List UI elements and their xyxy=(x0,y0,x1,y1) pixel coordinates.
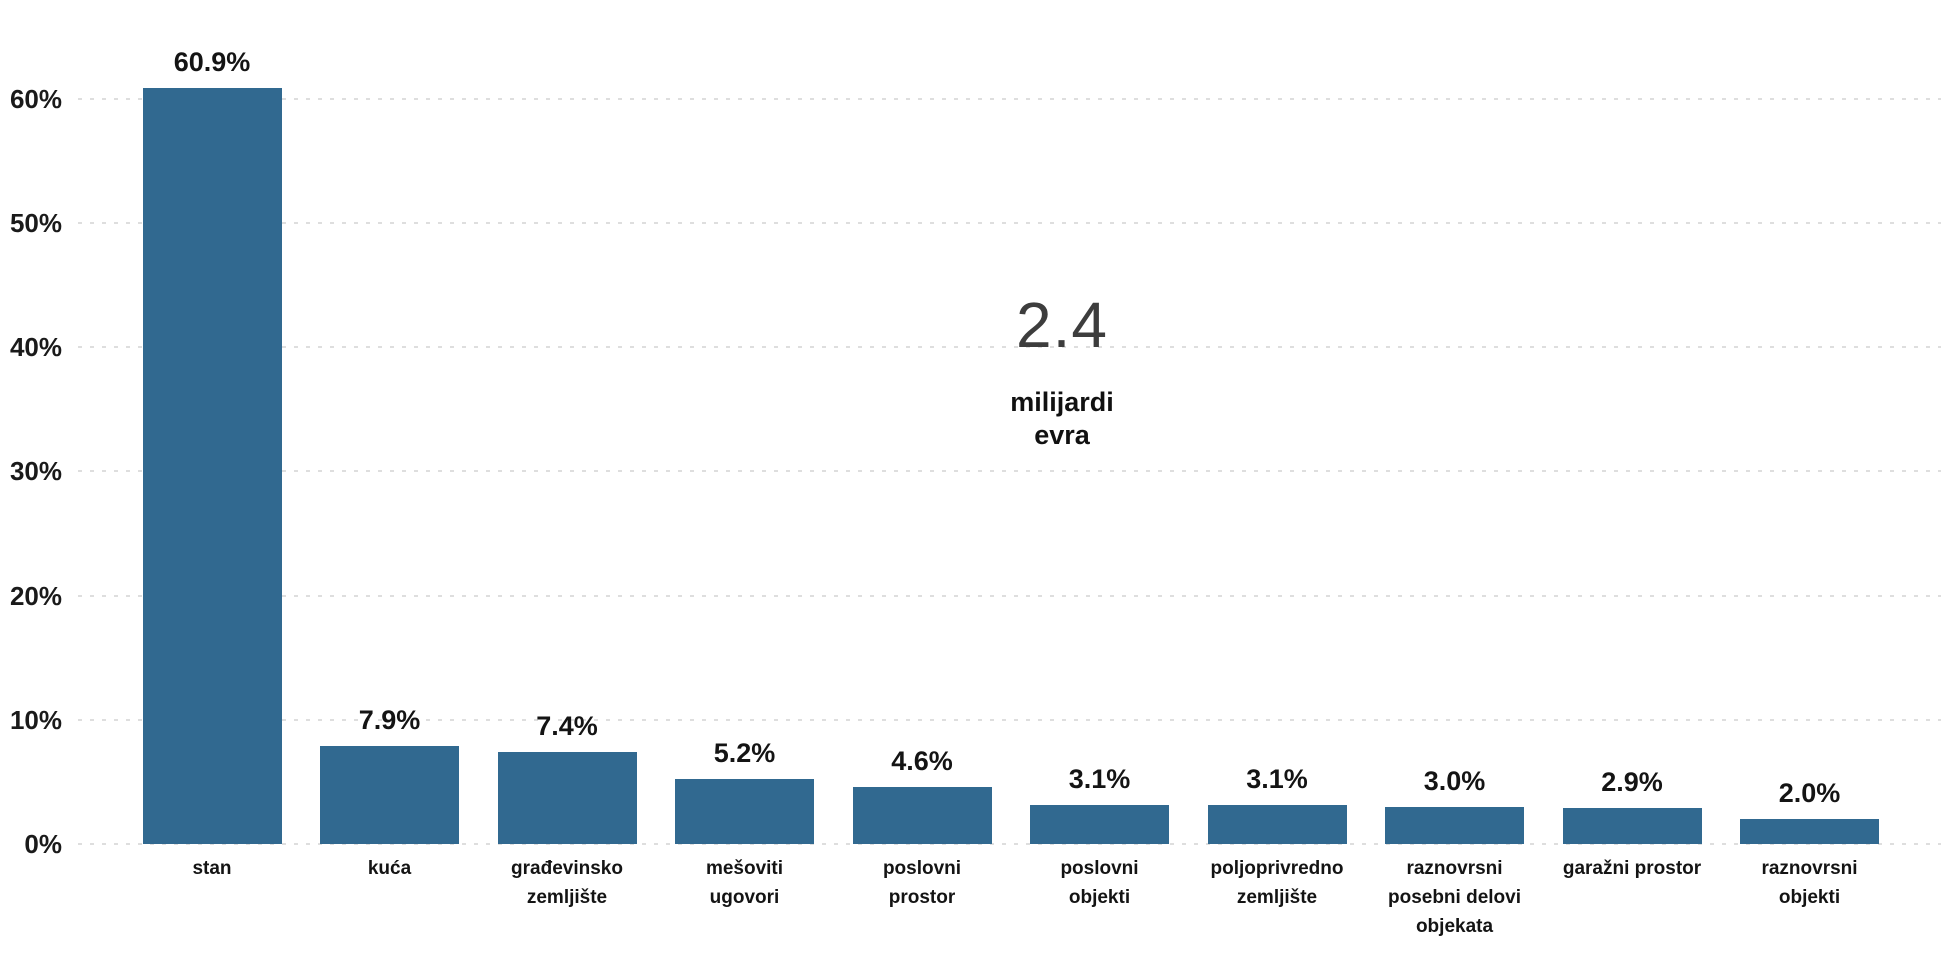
gridline-20% xyxy=(78,594,1941,597)
gridline-40% xyxy=(78,346,1941,349)
value-label-građevinsko-zemljište: 7.4% xyxy=(536,711,598,741)
value-label-mešoviti-ugovori: 5.2% xyxy=(713,738,776,768)
y-tick-label-30%: 30% xyxy=(9,456,62,487)
value-label-raznovrsni-posebni-delovi-objekata: 3.0% xyxy=(1423,766,1486,796)
category-label-line: objekata xyxy=(1415,916,1494,937)
category-label-poslovni-prostor: poslovni prostor xyxy=(827,854,1017,912)
category-label-garažni-prostor: garažni prostor xyxy=(1537,854,1727,883)
category-label-stan: stan xyxy=(117,854,307,883)
y-tick-label-60%: 60% xyxy=(9,83,62,114)
annotation-big-number: 2.4 xyxy=(1016,289,1108,361)
value-label-poslovni-objekti: 3.1% xyxy=(1068,764,1131,794)
category-label-line: prostor xyxy=(888,887,956,908)
bar-poljoprivredno-zemljište xyxy=(1207,805,1347,844)
gridline-30% xyxy=(78,470,1941,473)
category-label-line: poljoprivredno xyxy=(1210,858,1344,879)
category-label-line: stan xyxy=(192,858,232,879)
bar-garažni-prostor xyxy=(1562,808,1702,844)
category-label-građevinsko-zemljište: građevinsko zemljište xyxy=(472,854,662,912)
y-tick-label-20%: 20% xyxy=(9,580,62,611)
gridline-0% xyxy=(78,843,1941,845)
annotation-caption: milijardi evra xyxy=(912,386,1212,452)
value-label-poljoprivredno-zemljište: 3.1% xyxy=(1246,764,1308,794)
bar-građevinsko-zemljište xyxy=(497,752,637,844)
center-annotation: 2.4 milijardi evra xyxy=(912,290,1212,452)
category-label-raznovrsni-objekti: raznovrsni objekti xyxy=(1715,854,1905,912)
gridline-60% xyxy=(78,97,1941,100)
category-label-line: objekti xyxy=(1778,887,1841,908)
bar-stan xyxy=(142,88,282,844)
bar-poslovni-prostor xyxy=(852,787,992,844)
y-tick-label-10%: 10% xyxy=(9,704,62,735)
gridline-50% xyxy=(78,222,1941,224)
category-label-mešoviti-ugovori: mešoviti ugovori xyxy=(650,854,840,912)
y-tick-label-0%: 0% xyxy=(24,829,62,859)
category-label-line: ugovori xyxy=(709,887,780,908)
value-label-poslovni-prostor: 4.6% xyxy=(891,746,953,776)
category-label-line: poslovni xyxy=(882,858,962,879)
bar-raznovrsni-objekti xyxy=(1740,819,1879,844)
category-label-line: građevinsko xyxy=(511,858,623,879)
category-label-raznovrsni-posebni-delovi-objekata: raznovrsni posebni delovi objekata xyxy=(1360,854,1550,941)
category-label-kuća: kuća xyxy=(295,854,485,883)
category-label-line: garažni prostor xyxy=(1562,858,1702,879)
category-label-line: posebni delovi xyxy=(1387,887,1522,908)
y-tick-label-50%: 50% xyxy=(9,208,62,238)
gridline-10% xyxy=(78,718,1941,721)
annotation-caption-line1: milijardi xyxy=(1010,387,1114,417)
bar-poslovni-objekti xyxy=(1030,805,1169,844)
category-label-line: mešoviti xyxy=(705,858,784,879)
category-label-line: kuća xyxy=(367,858,412,879)
value-label-stan: 60.9% xyxy=(173,47,251,77)
category-label-line: objekti xyxy=(1068,887,1131,908)
value-label-raznovrsni-objekti: 2.0% xyxy=(1778,778,1841,808)
category-label-poljoprivredno-zemljište: poljoprivredno zemljište xyxy=(1182,854,1372,912)
y-tick-label-40%: 40% xyxy=(9,332,62,363)
bar-raznovrsni-posebni-delovi-objekata xyxy=(1385,807,1524,844)
bar-kuća xyxy=(320,746,459,844)
category-label-line: zemljište xyxy=(526,887,608,908)
bar-mešoviti-ugovori xyxy=(675,779,814,844)
category-label-line: poslovni xyxy=(1060,858,1139,879)
annotation-caption-line2: evra xyxy=(1034,420,1090,450)
category-label-line: raznovrsni xyxy=(1761,858,1858,879)
category-label-poslovni-objekti: poslovni objekti xyxy=(1005,854,1195,912)
value-label-garažni-prostor: 2.9% xyxy=(1601,767,1663,797)
value-label-kuća: 7.9% xyxy=(358,705,421,735)
category-label-line: zemljište xyxy=(1236,887,1318,908)
category-label-line: raznovrsni xyxy=(1406,858,1503,879)
